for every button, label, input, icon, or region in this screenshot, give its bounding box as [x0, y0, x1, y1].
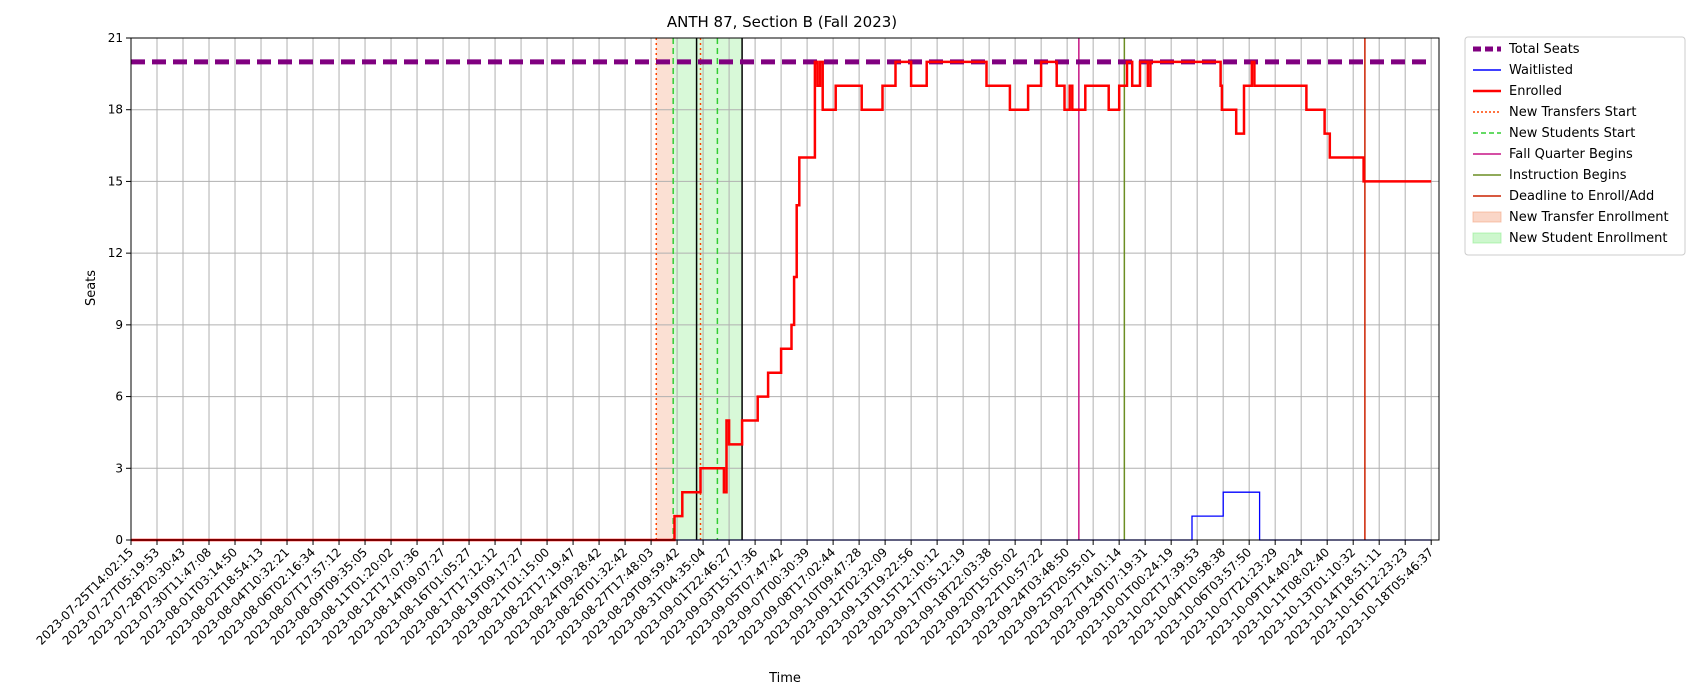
legend-label: Enrolled: [1509, 84, 1562, 99]
chart-title: ANTH 87, Section B (Fall 2023): [667, 13, 897, 31]
shaded-regions: [656, 38, 743, 540]
shaded-region: [656, 38, 674, 540]
legend-label: New Transfers Start: [1509, 105, 1636, 120]
legend-label: New Students Start: [1509, 126, 1635, 141]
shaded-region: [673, 38, 743, 540]
y-axis-label: Seats: [84, 270, 99, 306]
legend-label: New Transfer Enrollment: [1509, 210, 1669, 225]
y-tick-label: 9: [115, 318, 123, 332]
y-tick-label: 15: [108, 174, 123, 188]
x-ticks: 2023-07-25T14:02:152023-07-27T05:19:5320…: [34, 540, 1436, 648]
legend-box: [1464, 36, 1686, 256]
series: [131, 59, 1432, 542]
series-line: [131, 491, 1432, 541]
event-lines: [655, 38, 1366, 540]
legend-label: Waitlisted: [1509, 63, 1573, 78]
y-ticks: 0 3 6 9 12 15 18 21: [108, 31, 131, 547]
y-tick-label: 3: [115, 461, 123, 475]
plot-frame: [130, 37, 1440, 541]
legend-label: Deadline to Enroll/Add: [1509, 189, 1654, 204]
y-tick-label: 0: [115, 533, 123, 547]
x-axis-label: Time: [768, 671, 801, 686]
legend-label: New Student Enrollment: [1509, 231, 1667, 246]
legend-swatch: [1472, 232, 1502, 244]
legend: Total Seats Waitlisted Enrolled New Transfe…: [1464, 36, 1686, 256]
legend-label: Instruction Begins: [1509, 168, 1627, 183]
legend-swatch: [1472, 211, 1502, 223]
y-tick-label: 6: [115, 390, 123, 404]
series-line: [131, 60, 1432, 542]
y-tick-label: 12: [108, 246, 123, 260]
y-tick-label: 21: [108, 31, 123, 45]
legend-label: Fall Quarter Begins: [1509, 147, 1633, 162]
y-tick-label: 18: [108, 103, 123, 117]
legend-label: Total Seats: [1508, 42, 1580, 57]
